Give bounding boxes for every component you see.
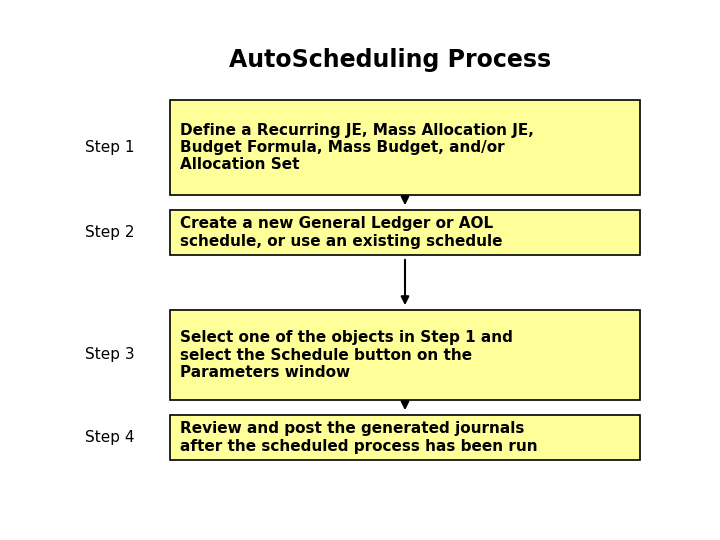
Bar <box>170 210 640 255</box>
Bar <box>170 100 640 195</box>
Text: Step 4: Step 4 <box>85 430 135 445</box>
Text: Define a Recurring JE, Mass Allocation JE,
Budget Formula, Mass Budget, and/or
A: Define a Recurring JE, Mass Allocation J… <box>180 123 534 172</box>
Text: Step 3: Step 3 <box>85 348 135 362</box>
Text: Review and post the generated journals
after the scheduled process has been run: Review and post the generated journals a… <box>180 421 538 454</box>
Text: AutoScheduling Process: AutoScheduling Process <box>229 48 551 72</box>
Bar <box>170 310 640 400</box>
Bar <box>170 415 640 460</box>
Text: Step 2: Step 2 <box>85 225 135 240</box>
Text: Step 1: Step 1 <box>85 140 135 155</box>
Text: Create a new General Ledger or AOL
schedule, or use an existing schedule: Create a new General Ledger or AOL sched… <box>180 217 503 249</box>
Text: Select one of the objects in Step 1 and
select the Schedule button on the
Parame: Select one of the objects in Step 1 and … <box>180 330 513 380</box>
